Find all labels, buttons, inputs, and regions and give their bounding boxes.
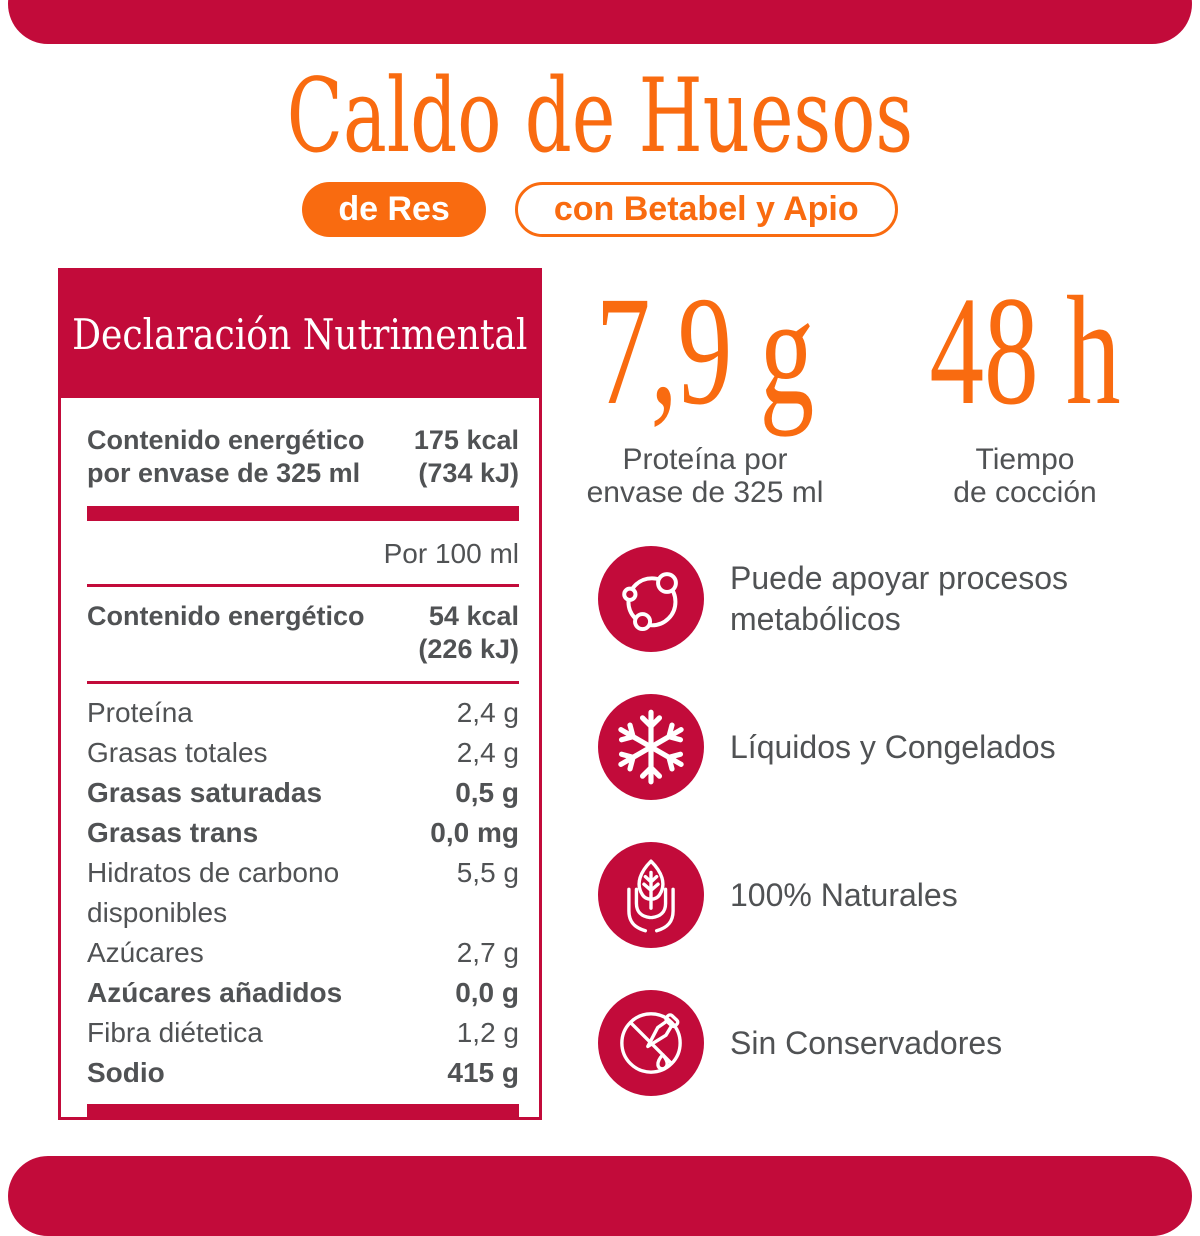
table-row-grasas-saturadas: Grasas saturadas 0,5 g (87, 777, 519, 808)
stat-protein-caption: Proteína por envase de 325 ml (586, 443, 824, 509)
table-row-grasas-trans: Grasas trans 0,0 mg (87, 817, 519, 848)
serving-energy-row: Contenido energético por envase de 325 m… (87, 424, 519, 490)
nutrition-panel-title: Declaración Nutrimental (72, 309, 528, 359)
divider-thick-bar (87, 1104, 519, 1119)
serving-energy-value: 175 kcal (734 kJ) (413, 425, 519, 488)
stat-cook-time-value: 48 h (929, 264, 1121, 437)
stat-protein: 7,9 g Proteína por envase de 325 ml (549, 264, 861, 510)
divider-thick-bar (87, 506, 519, 521)
energy-per-100ml-row: Contenido energético 54 kcal (226 kJ) (87, 600, 519, 666)
feature-no-preservatives-text: Sin Conservadores (730, 1024, 1003, 1061)
bottom-decorative-bar (8, 1156, 1192, 1236)
snowflake-icon (598, 694, 704, 800)
badge-con-betabel-y-apio: con Betabel y Apio (514, 182, 898, 237)
page-title: Caldo de Huesos (0, 66, 1200, 168)
divider-rule (87, 584, 519, 587)
feature-natural: 100% Naturales (598, 842, 1158, 948)
feature-metabolism: Puede apoyar procesos metabólicos (598, 546, 1158, 652)
table-row-sodio: Sodio 415 g (87, 1057, 519, 1088)
feature-metabolism-text: Puede apoyar procesos metabólicos (730, 560, 1068, 637)
stat-cook-time: 48 h Tiempo de cocción (869, 264, 1181, 510)
badge-de-res: de Res (302, 182, 486, 237)
feature-frozen: Líquidos y Congelados (598, 694, 1158, 800)
table-row-hidratos: Hidratos de carbono disponibles 5,5 g (87, 857, 519, 928)
table-row-fibra: Fibra diétetica 1,2 g (87, 1017, 519, 1048)
stat-protein-value: 7,9 g (595, 264, 815, 437)
table-row-proteina: Proteína 2,4 g (87, 697, 519, 728)
table-row-grasas-totales: Grasas totales 2,4 g (87, 737, 519, 768)
no-preservatives-icon (598, 990, 704, 1096)
feature-natural-text: 100% Naturales (730, 876, 958, 913)
title-badges: de Res con Betabel y Apio (0, 182, 1200, 237)
energy-value: 54 kcal (226 kJ) (418, 601, 519, 664)
metabolism-icon (598, 546, 704, 652)
divider-rule (87, 681, 519, 684)
table-row-azucares-anadidos: Azúcares añadidos 0,0 g (87, 977, 519, 1008)
stat-cook-time-caption: Tiempo de cocción (953, 443, 1097, 509)
natural-icon (598, 842, 704, 948)
table-row-azucares: Azúcares 2,7 g (87, 937, 519, 968)
nutrition-panel-body: Contenido energético por envase de 325 m… (61, 398, 539, 1119)
top-decorative-bar (8, 0, 1192, 44)
page-title-text: Caldo de Huesos (286, 57, 914, 176)
feature-frozen-text: Líquidos y Congelados (730, 728, 1056, 765)
nutrition-panel-header: Declaración Nutrimental (60, 270, 540, 398)
nutrient-rows: Proteína 2,4 g Grasas totales 2,4 g Gras… (87, 693, 519, 1093)
per-100ml-label: Por 100 ml (383, 538, 519, 569)
feature-no-preservatives: Sin Conservadores (598, 990, 1158, 1096)
serving-energy-label: Contenido energético por envase de 325 m… (87, 425, 365, 488)
energy-label: Contenido energético (87, 601, 365, 631)
nutrition-facts-panel: Declaración Nutrimental Contenido energé… (58, 268, 542, 1120)
